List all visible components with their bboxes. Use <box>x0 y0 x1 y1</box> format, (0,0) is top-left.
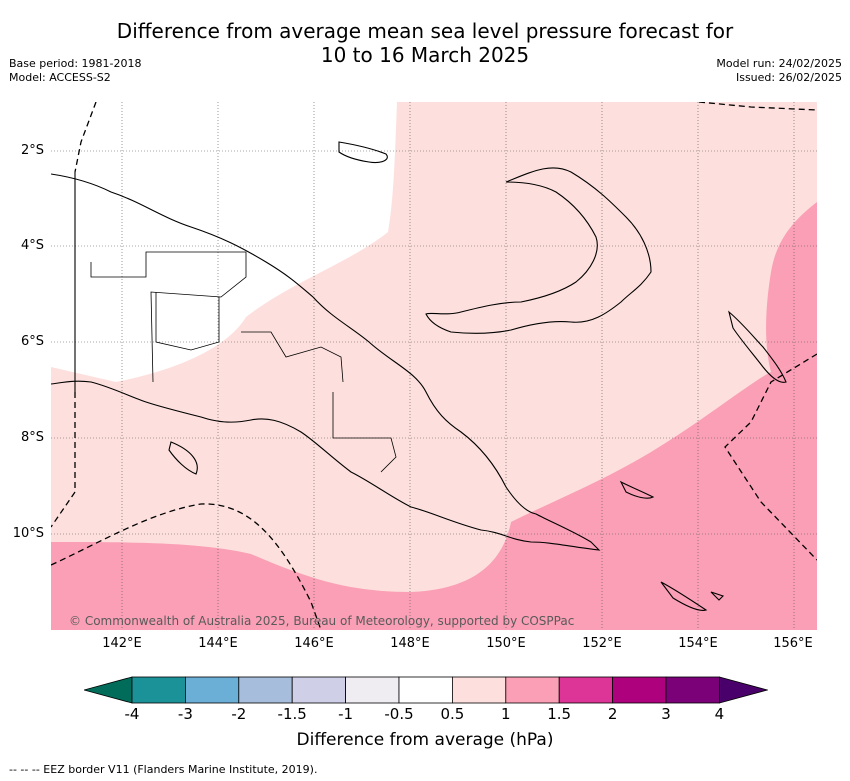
map-panel <box>51 102 817 630</box>
colorbar-tick-label: -4 <box>124 705 140 723</box>
colorbar-tick-label: 0.5 <box>440 705 465 723</box>
colorbar-tick-label: -1 <box>338 705 354 723</box>
lon-tick-148e: 148°E <box>390 636 430 651</box>
lon-tick-146e: 146°E <box>294 636 334 651</box>
zone-pink-east <box>766 202 817 372</box>
colorbar-segment <box>505 676 560 704</box>
colorbar-segment <box>185 676 240 704</box>
lat-tick-2s: 2°S <box>20 143 44 158</box>
colorbar-segment <box>558 676 614 704</box>
colorbar-tick-label: 2 <box>607 705 618 723</box>
colorbar-segment <box>398 676 453 704</box>
eez-borders <box>51 102 817 630</box>
islet-3 <box>710 591 725 601</box>
colorbar-segment <box>665 676 720 704</box>
colorbar-segment <box>345 676 400 704</box>
lon-tick-142e: 142°E <box>102 636 142 651</box>
lat-tick-10s: 10°S <box>12 526 44 541</box>
lon-tick-150e: 150°E <box>486 636 526 651</box>
islet-1 <box>619 480 655 499</box>
zone-white <box>51 102 397 382</box>
islet-2 <box>660 581 708 611</box>
graticule <box>51 102 817 630</box>
map-title: Difference from average mean sea level p… <box>0 19 850 67</box>
new-guinea-coast <box>51 173 601 551</box>
title-line-2: 10 to 16 March 2025 <box>320 43 530 67</box>
base-period: Base period: 1981-2018 <box>9 57 142 70</box>
colorbar-tick-label: -2 <box>231 705 247 723</box>
colorbar-segment <box>612 676 667 704</box>
colorbar-tick-label: 3 <box>661 705 671 723</box>
zone-pink-south <box>51 357 817 630</box>
lat-tick-6s: 6°S <box>20 334 44 349</box>
lon-tick-156e: 156°E <box>773 636 813 651</box>
colorbar-tick-label: -0.5 <box>384 705 414 723</box>
title-line-1: Difference from average mean sea level p… <box>116 19 734 43</box>
manus-island <box>338 141 388 164</box>
province-borders <box>90 251 397 473</box>
colorbar-segment <box>291 676 346 704</box>
meta-left: Base period: 1981-2018 Model: ACCESS-S2 <box>9 57 141 85</box>
bougainville <box>728 310 787 383</box>
colorbar-segment <box>131 676 186 704</box>
colorbar-tick-label: 1 <box>501 705 511 723</box>
colorbar-tick-label: -1.5 <box>277 705 307 723</box>
meta-right: Model run: 24/02/2025 Issued: 26/02/2025 <box>716 57 842 85</box>
eez-footnote: -- -- -- EEZ border V11 (Flanders Marine… <box>9 763 318 776</box>
lat-tick-4s: 4°S <box>20 238 44 253</box>
coastlines <box>51 141 787 611</box>
lat-tick-8s: 8°S <box>20 430 44 445</box>
colorbar-tick-label: 4 <box>714 705 725 723</box>
colorbar <box>84 676 768 704</box>
model-run: Model run: 24/02/2025 <box>716 57 842 70</box>
copyright-notice: © Commonwealth of Australia 2025, Bureau… <box>69 614 575 628</box>
lon-tick-152e: 152°E <box>582 636 622 651</box>
lon-tick-154e: 154°E <box>678 636 718 651</box>
new-britain-coast <box>425 167 652 334</box>
colorbar-tick-label: -3 <box>177 705 193 723</box>
model-name: Model: ACCESS-S2 <box>9 71 111 84</box>
colorbar-segment <box>238 676 293 704</box>
colorbar-over-arrow <box>719 676 768 704</box>
torres-strait <box>168 441 198 475</box>
lon-tick-144e: 144°E <box>198 636 238 651</box>
issued-date: Issued: 26/02/2025 <box>735 71 842 84</box>
colorbar-under-arrow <box>84 676 133 704</box>
colorbar-segment <box>451 676 507 704</box>
colorbar-title: Difference from average (hPa) <box>296 730 554 750</box>
colorbar-tick-label: 1.5 <box>547 705 572 723</box>
